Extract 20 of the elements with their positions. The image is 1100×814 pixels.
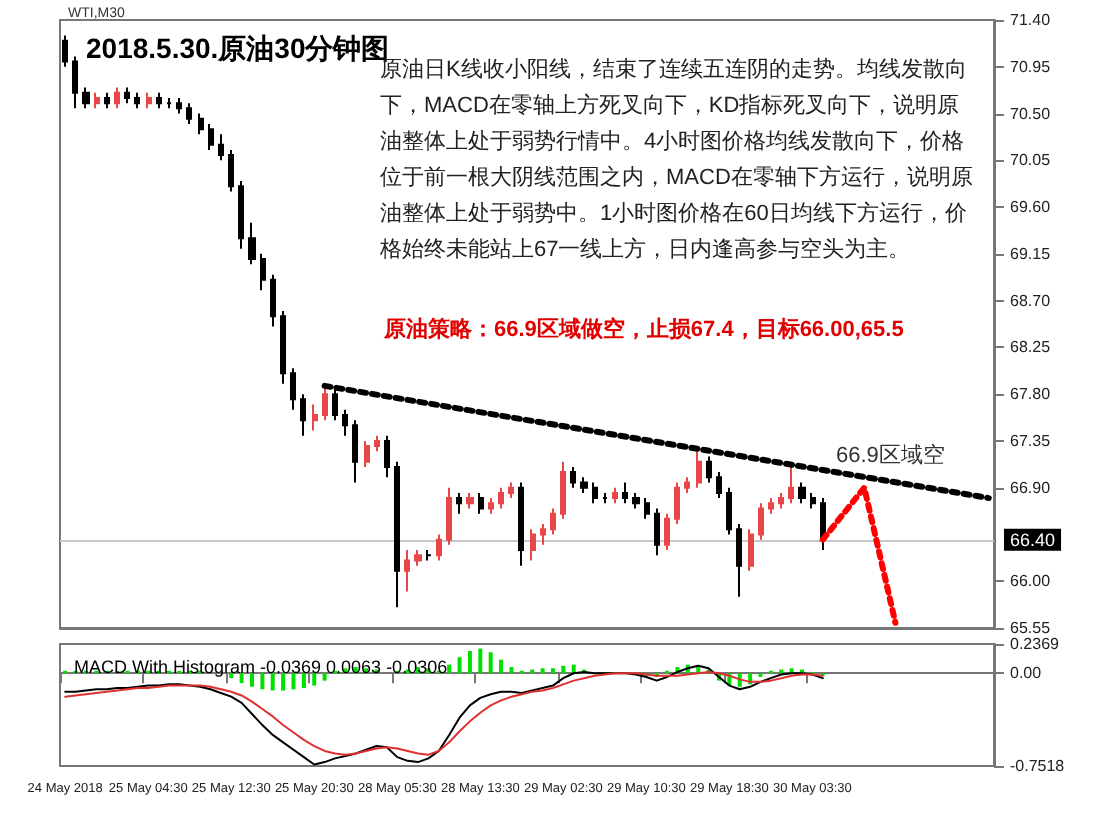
y-tick-label: -0.7518	[1010, 757, 1066, 775]
y-tick-label: 70.95	[1010, 57, 1052, 76]
y-tick-label: 66.00	[1010, 572, 1052, 591]
y-tick-label: 70.05	[1010, 151, 1052, 170]
y-tick-label: 0.00	[1010, 664, 1043, 683]
annotation: 66.9区域空	[836, 442, 945, 468]
y-tick-label: 70.50	[1010, 104, 1052, 123]
y-tick-label: 65.55	[1010, 619, 1052, 637]
y-tick-label: 67.80	[1010, 385, 1052, 404]
ref-line-label: 66.40	[1010, 529, 1056, 550]
annotation: 原油策略：66.9区域做空，止损67.4，目标66.00,65.5	[382, 316, 904, 342]
y-tick-label: 69.60	[1010, 198, 1052, 217]
y-tick-label: 71.40	[1010, 11, 1052, 29]
y-tick-label: 68.70	[1010, 291, 1052, 310]
y-tick-label: 67.35	[1010, 431, 1052, 450]
y-tick-label: 0.2369	[1010, 635, 1061, 653]
y-tick-label: 68.25	[1010, 338, 1052, 357]
y-tick-label: 66.90	[1010, 478, 1052, 497]
text: MACD With Histogram -0.0369 0.0063 -0.0306	[74, 657, 448, 677]
y-tick-label: 69.15	[1010, 244, 1052, 263]
